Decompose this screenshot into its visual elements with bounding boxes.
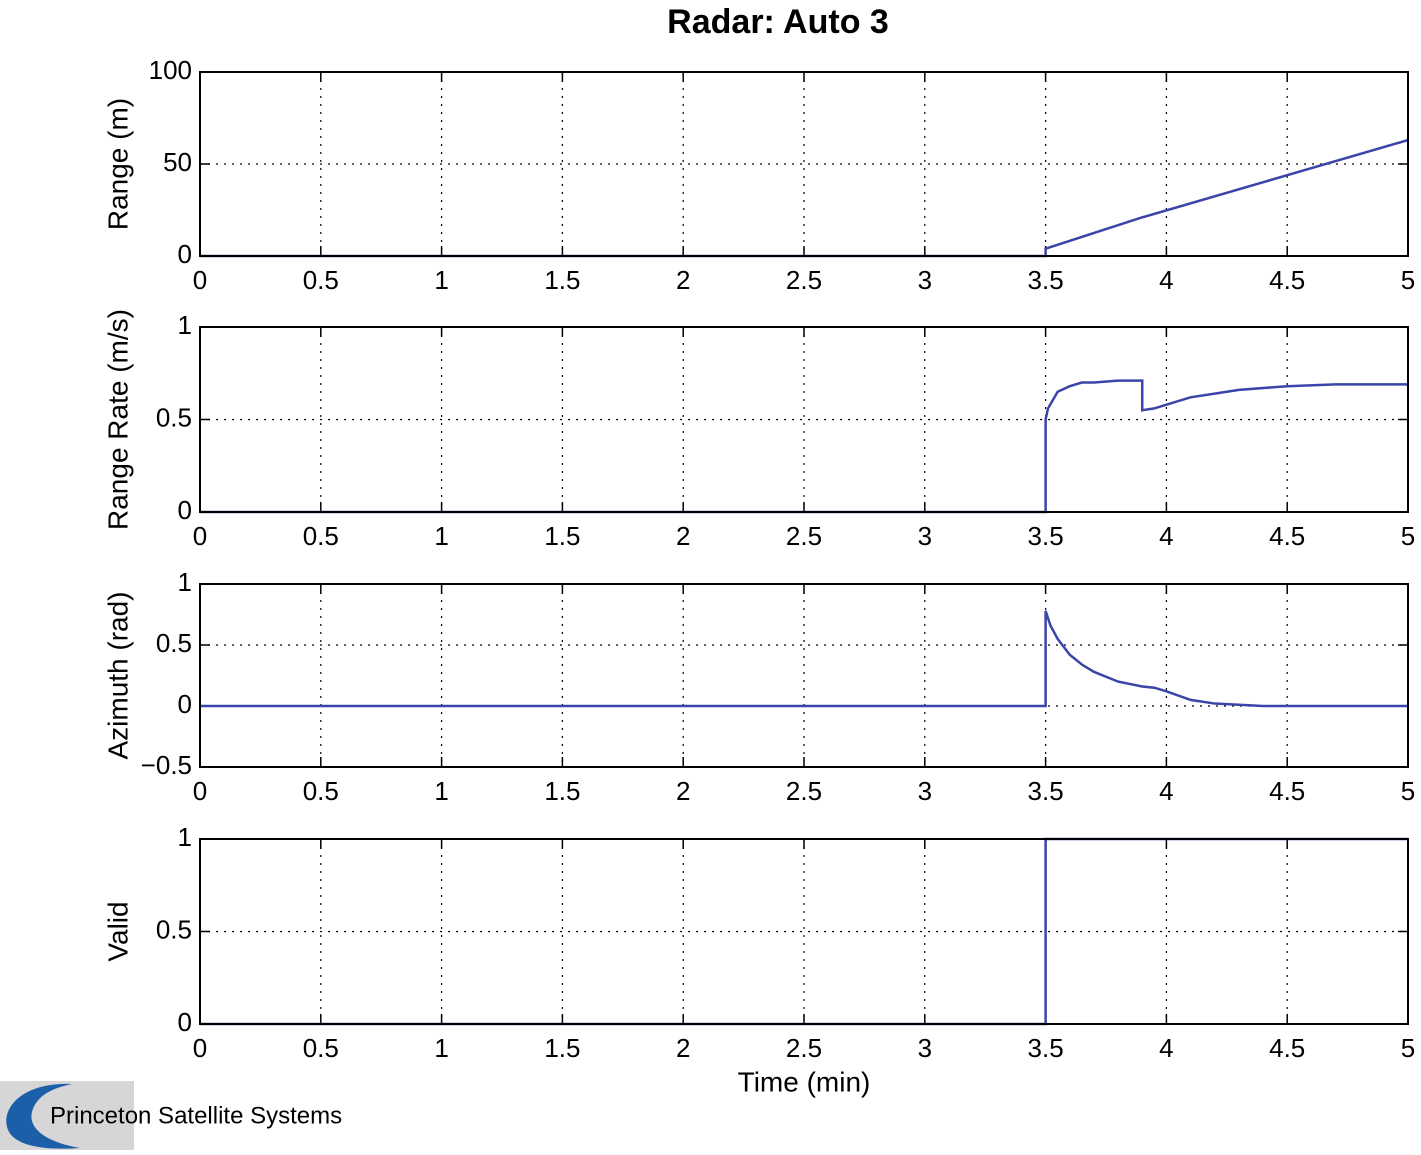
logo-crescent: [6, 1083, 80, 1149]
x-axis-label: Time (min): [738, 1066, 871, 1097]
x-tick-label: 0: [193, 521, 207, 551]
x-tick-label: 1: [434, 1033, 448, 1063]
x-tick-label: 3: [918, 1033, 932, 1063]
data-line: [200, 379, 1408, 514]
plot-frame: [199, 326, 1409, 513]
x-tick-label: 0: [193, 265, 207, 295]
x-tick-label: 1: [434, 776, 448, 806]
x-tick-label: 4: [1159, 776, 1173, 806]
y-tick-label: 100: [149, 55, 192, 85]
x-tick-label: 4.5: [1269, 521, 1305, 551]
y-tick-label: 1: [178, 822, 192, 852]
plot-frame: [199, 838, 1409, 1025]
plot-frame: [199, 583, 1409, 768]
y-tick-label: −0.5: [141, 750, 192, 780]
x-tick-label: 2: [676, 1033, 690, 1063]
x-tick-label: 3: [918, 521, 932, 551]
x-tick-label: 0.5: [303, 521, 339, 551]
x-tick-label: 5: [1401, 776, 1415, 806]
x-tick-label: 2: [676, 265, 690, 295]
x-tick-label: 3.5: [1028, 776, 1064, 806]
x-tick-label: 2.5: [786, 776, 822, 806]
x-tick-label: 1: [434, 521, 448, 551]
x-tick-label: 2.5: [786, 521, 822, 551]
y-tick-label: 0.5: [156, 914, 192, 944]
x-tick-label: 2.5: [786, 265, 822, 295]
y-tick-label: 0: [178, 239, 192, 269]
y-axis-label: Range (m): [102, 98, 133, 230]
x-tick-label: 1: [434, 265, 448, 295]
y-tick-label: 0: [178, 1007, 192, 1037]
y-axis-label: Valid: [102, 901, 133, 961]
x-tick-label: 3.5: [1028, 265, 1064, 295]
x-tick-label: 4: [1159, 1033, 1173, 1063]
x-tick-label: 4.5: [1269, 776, 1305, 806]
x-tick-label: 1.5: [544, 776, 580, 806]
logo-text: Princeton Satellite Systems: [50, 1102, 342, 1129]
x-tick-label: 5: [1401, 265, 1415, 295]
x-tick-label: 5: [1401, 521, 1415, 551]
y-tick-label: 0: [178, 495, 192, 525]
x-tick-label: 3.5: [1028, 521, 1064, 551]
y-tick-label: 0: [178, 689, 192, 719]
x-tick-label: 0.5: [303, 265, 339, 295]
x-tick-label: 0.5: [303, 1033, 339, 1063]
x-tick-label: 0: [193, 1033, 207, 1063]
y-axis-label: Azimuth (rad): [102, 591, 133, 759]
data-line: [200, 837, 1408, 1026]
y-tick-label: 0.5: [156, 402, 192, 432]
x-tick-label: 2: [676, 776, 690, 806]
y-axis-label: Range Rate (m/s): [102, 309, 133, 530]
x-tick-label: 5: [1401, 1033, 1415, 1063]
figure-title: Radar: Auto 3: [667, 3, 889, 41]
data-line: [200, 610, 1408, 708]
x-tick-label: 3: [918, 776, 932, 806]
x-tick-label: 0.5: [303, 776, 339, 806]
y-tick-label: 1: [178, 567, 192, 597]
x-tick-label: 4: [1159, 521, 1173, 551]
x-tick-label: 4: [1159, 265, 1173, 295]
x-tick-label: 3.5: [1028, 1033, 1064, 1063]
x-tick-label: 3: [918, 265, 932, 295]
data-line: [200, 138, 1409, 258]
x-tick-label: 2.5: [786, 1033, 822, 1063]
plot-frame: [199, 71, 1409, 257]
x-tick-label: 1.5: [544, 265, 580, 295]
x-tick-label: 4.5: [1269, 265, 1305, 295]
x-tick-label: 1.5: [544, 521, 580, 551]
x-tick-label: 4.5: [1269, 1033, 1305, 1063]
y-tick-label: 50: [163, 147, 192, 177]
x-tick-label: 2: [676, 521, 690, 551]
x-tick-label: 0: [193, 776, 207, 806]
y-tick-label: 0.5: [156, 628, 192, 658]
y-tick-label: 1: [178, 310, 192, 340]
logo: Princeton Satellite Systems: [0, 1081, 342, 1150]
x-tick-label: 1.5: [544, 1033, 580, 1063]
